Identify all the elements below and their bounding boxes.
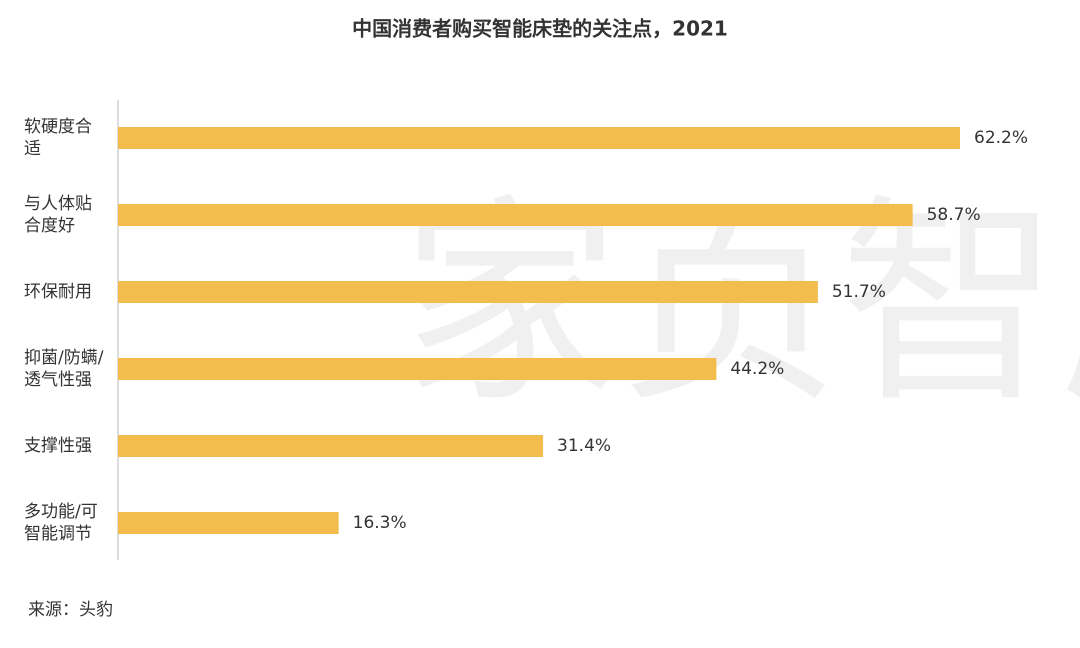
category-label: 与人体贴合度好 [24, 194, 92, 236]
bar [118, 204, 913, 226]
bar [118, 512, 339, 534]
chart-title: 中国消费者购买智能床垫的关注点，2021 [352, 17, 728, 41]
category-label: 软硬度合适 [24, 117, 92, 159]
value-label: 51.7% [832, 282, 886, 302]
bar [118, 127, 960, 149]
bar [118, 358, 717, 380]
category-label: 支撑性强 [24, 436, 92, 456]
source: 来源：头豹 [28, 600, 113, 620]
category-label: 环保耐用 [24, 282, 92, 302]
category-label: 多功能/可智能调节 [24, 502, 98, 544]
bar [118, 435, 544, 457]
value-label: 31.4% [557, 436, 611, 456]
value-label: 62.2% [974, 128, 1028, 148]
bar [118, 281, 818, 303]
value-label: 16.3% [353, 513, 407, 533]
value-label: 58.7% [927, 205, 981, 225]
value-label: 44.2% [730, 359, 784, 379]
category-label: 抑菌/防螨/透气性强 [24, 348, 104, 390]
